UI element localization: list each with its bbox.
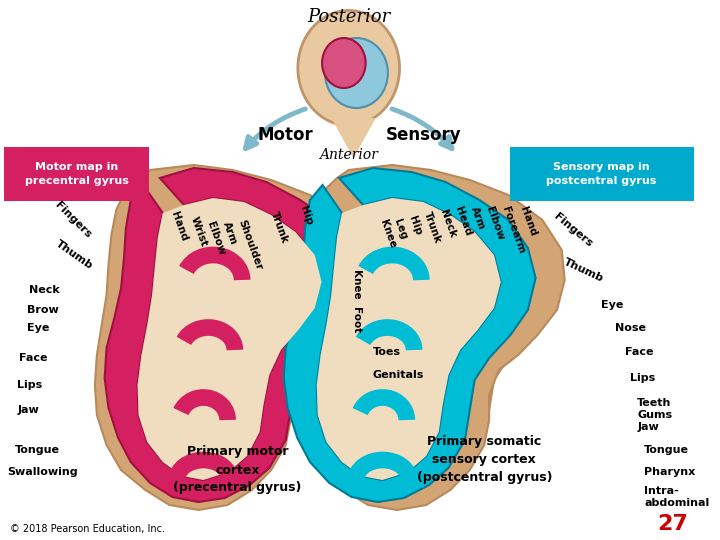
Text: Hip: Hip [407,215,423,237]
Text: Arm: Arm [469,205,487,231]
Text: Primary somatic
sensory cortex
(postcentral gyrus): Primary somatic sensory cortex (postcent… [417,435,552,484]
Text: Tongue: Tongue [14,445,60,455]
FancyBboxPatch shape [510,147,693,201]
Text: Pharynx: Pharynx [644,467,696,477]
Text: Brow: Brow [27,305,59,315]
Polygon shape [331,118,376,158]
Text: Shoulder: Shoulder [236,218,264,271]
Text: Arm: Arm [221,220,238,246]
Text: Genitals: Genitals [373,370,424,380]
Text: Trunk: Trunk [423,210,443,245]
Polygon shape [294,165,564,510]
FancyBboxPatch shape [4,147,149,201]
Text: Foot: Foot [351,307,361,333]
Text: Elbow: Elbow [485,205,505,241]
Text: Elbow: Elbow [205,220,227,256]
Text: Lips: Lips [17,380,42,390]
Text: Knee: Knee [351,270,361,300]
Text: © 2018 Pearson Education, Inc.: © 2018 Pearson Education, Inc. [9,524,165,534]
Text: Hand: Hand [518,205,538,237]
Ellipse shape [298,10,400,125]
Text: Leg: Leg [392,218,409,241]
Text: Neck: Neck [438,208,457,239]
Text: Intra-
abdominal: Intra- abdominal [644,486,709,508]
Ellipse shape [325,38,388,108]
Text: 27: 27 [657,514,688,534]
Text: Motor: Motor [258,126,314,144]
Text: Neck: Neck [29,285,60,295]
Text: Head: Head [454,205,473,237]
Text: Sensory: Sensory [385,126,461,144]
Text: Nose: Nose [615,323,646,333]
Text: Fingers: Fingers [552,211,594,249]
Text: Motor map in
precentral gyrus: Motor map in precentral gyrus [24,162,128,186]
Text: Thumb: Thumb [562,256,605,284]
Text: Knee: Knee [378,218,397,249]
Text: Jaw: Jaw [17,405,39,415]
Text: Tongue: Tongue [644,445,689,455]
Text: Wrist: Wrist [189,215,209,248]
Polygon shape [303,168,555,502]
Text: Eye: Eye [600,300,623,310]
Text: Hip: Hip [298,205,315,227]
Text: Toes: Toes [373,347,401,357]
Polygon shape [104,168,356,502]
Text: Hand: Hand [169,210,189,242]
Polygon shape [284,168,536,502]
Text: Fingers: Fingers [53,200,94,240]
Polygon shape [138,198,322,480]
Text: Thumb: Thumb [53,239,94,272]
Text: Sensory map in
postcentral gyrus: Sensory map in postcentral gyrus [546,162,657,186]
Text: Face: Face [19,353,48,363]
Ellipse shape [322,38,366,88]
Text: Lips: Lips [629,373,654,383]
Text: Primary motor
cortex
(precentral gyrus): Primary motor cortex (precentral gyrus) [173,446,302,495]
Polygon shape [95,165,366,510]
Text: Teeth
Gums
Jaw: Teeth Gums Jaw [637,399,672,431]
Text: Anterior: Anterior [319,148,378,162]
Text: Swallowing: Swallowing [8,467,78,477]
Text: Forearm: Forearm [500,205,526,255]
Text: Posterior: Posterior [307,8,390,26]
Polygon shape [317,198,500,480]
Text: Face: Face [625,347,653,357]
Text: Trunk: Trunk [269,210,290,245]
Text: Eye: Eye [27,323,50,333]
